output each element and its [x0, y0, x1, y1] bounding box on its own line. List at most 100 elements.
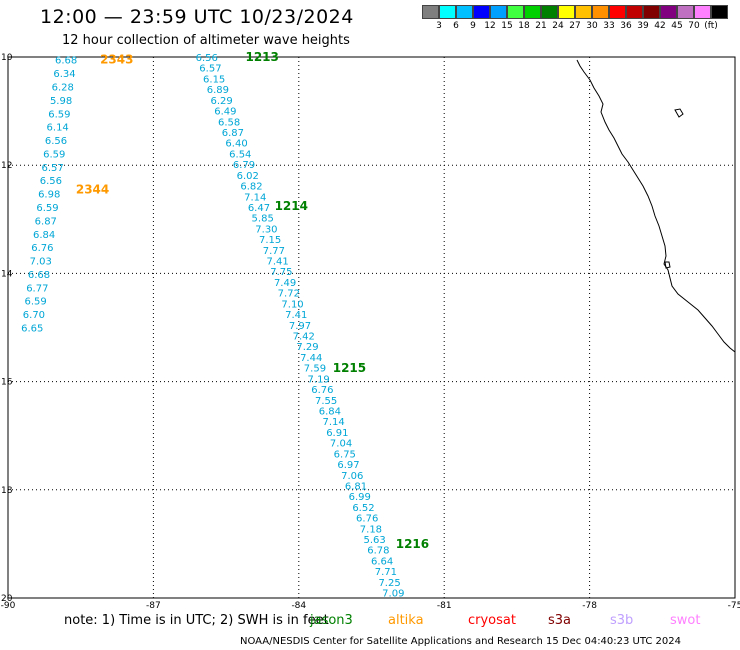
island-shape [674, 108, 684, 118]
longitude-tick-label: -75 [728, 601, 740, 611]
legend-label: 39 [637, 21, 649, 31]
map-title: 12:00 — 23:59 UTC 10/23/2024 [40, 6, 354, 28]
legend-swatch [592, 5, 609, 19]
wave-height-value: 6.57 [199, 64, 221, 75]
wave-height-value: 6.64 [371, 556, 393, 567]
pass-time-label: 2344 [76, 183, 109, 197]
wave-height-value: 7.04 [330, 439, 352, 450]
wave-height-value: 6.29 [211, 96, 233, 107]
wave-height-value: 7.44 [300, 353, 322, 364]
wave-height-value: 6.76 [356, 514, 378, 525]
wave-height-value: 7.15 [259, 235, 281, 246]
longitude-tick-label: -84 [291, 601, 306, 611]
wave-height-value: 6.68 [55, 56, 77, 67]
wave-height-value: 7.14 [322, 417, 344, 428]
pass-time-label: 1214 [275, 199, 308, 213]
wave-height-value: 6.84 [33, 230, 55, 241]
wave-height-value: 7.55 [315, 396, 337, 407]
wave-height-value: 7.06 [341, 471, 363, 482]
wave-height-value: 7.25 [378, 578, 400, 589]
wave-height-value: 6.14 [47, 123, 69, 134]
legend-label: 42 [654, 21, 666, 31]
wave-height-value: 7.30 [255, 224, 277, 235]
wave-height-value: 6.15 [203, 74, 225, 85]
longitude-tick-label: -90 [1, 601, 16, 611]
legend-swatch [456, 5, 473, 19]
legend-swatch [609, 5, 626, 19]
wave-height-value: 7.75 [270, 267, 292, 278]
wave-height-value: 6.59 [48, 109, 70, 120]
legend-swatch [541, 5, 558, 19]
wave-height-value: 6.02 [237, 171, 259, 182]
wave-height-value: 6.59 [24, 297, 46, 308]
latitude-tick-label: 20 [1, 594, 13, 604]
wave-height-value: 6.78 [367, 546, 389, 557]
wave-height-value: 6.79 [233, 160, 255, 171]
satellite-legend-item: s3b [610, 613, 634, 628]
wave-height-value: 6.56 [40, 176, 62, 187]
legend-swatch [490, 5, 507, 19]
wave-height-value: 6.57 [41, 163, 63, 174]
credit-line: NOAA/NESDIS Center for Satellite Applica… [240, 636, 682, 647]
footer-note: note: 1) Time is in UTC; 2) SWH is in fe… [64, 613, 329, 628]
wave-height-value: 7.49 [274, 278, 296, 289]
legend-label: (ft) [704, 21, 718, 31]
wave-height-value: 7.77 [263, 246, 285, 257]
satellite-legend-item: jason3 [310, 613, 353, 628]
wave-height-value: 6.89 [207, 85, 229, 96]
wave-height-value: 6.75 [334, 449, 356, 460]
wave-height-color-legend [422, 5, 728, 19]
legend-label: 36 [620, 21, 632, 31]
legend-label: 6 [453, 21, 459, 31]
legend-label: 33 [603, 21, 615, 31]
wave-height-value: 7.71 [375, 567, 397, 578]
track-jason3-right: 6.566.576.156.896.296.496.586.876.406.54… [196, 50, 430, 600]
lake-shape [664, 261, 671, 269]
track-jason3-left: 6.68 6.34 6.28 5.98 6.59 6.14 6.56 6.59 6.57 6.56… [21, 53, 133, 335]
pass-time-label: 1216 [396, 537, 429, 551]
wave-height-value: 6.34 [53, 69, 75, 80]
pass-time-label: 1215 [333, 361, 366, 375]
legend-label: 12 [484, 21, 496, 31]
latitude-tick-label: 14 [1, 269, 13, 279]
wave-height-value: 6.97 [337, 460, 359, 471]
wave-height-value: 6.77 [26, 283, 48, 294]
coastline [576, 59, 736, 353]
wave-height-value: 6.52 [352, 503, 374, 514]
legend-label: 3 [436, 21, 442, 31]
wave-height-value: 6.98 [38, 190, 60, 201]
legend-swatch [507, 5, 524, 19]
pass-time-label: 2343 [100, 53, 133, 67]
wave-height-value: 6.49 [214, 107, 236, 118]
wave-height-value: 5.98 [50, 96, 72, 107]
wave-height-value: 6.81 [345, 481, 367, 492]
legend-label: 70 [688, 21, 700, 31]
legend-label: 45 [671, 21, 683, 31]
legend-swatch [694, 5, 711, 19]
longitude-tick-label: -81 [437, 601, 452, 611]
wave-height-value: 6.70 [23, 310, 45, 321]
wave-height-value: 7.41 [285, 310, 307, 321]
wave-height-value: 6.87 [222, 128, 244, 139]
wave-height-value: 7.72 [278, 289, 300, 300]
altimeter-tracks: 6.686.346.285.986.596.146.566.596.576.56… [21, 50, 429, 600]
wave-height-value: 6.40 [225, 139, 247, 150]
satellite-legend-item: cryosat [468, 613, 516, 628]
wave-height-value: 6.56 [196, 53, 218, 64]
latitude-tick-label: 16 [1, 378, 13, 388]
satellite-legend-item: swot [670, 613, 701, 628]
wave-height-value: 7.10 [281, 299, 303, 310]
legend-label: 30 [586, 21, 598, 31]
legend-label: 9 [470, 21, 476, 31]
wave-height-value: 6.76 [31, 243, 53, 254]
wave-height-value: 5.63 [364, 535, 386, 546]
legend-swatch [711, 5, 728, 19]
wave-height-value: 7.14 [244, 192, 266, 203]
wave-height-value: 6.65 [21, 324, 43, 335]
legend-swatch [524, 5, 541, 19]
wave-height-value: 6.59 [43, 149, 65, 160]
wave-height-value: 6.59 [36, 203, 58, 214]
legend-swatch [626, 5, 643, 19]
legend-swatch [422, 5, 439, 19]
legend-swatch [439, 5, 456, 19]
